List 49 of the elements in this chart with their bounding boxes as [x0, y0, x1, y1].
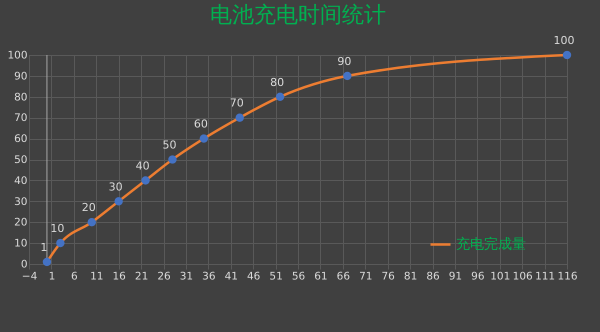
y-tick-label: 100: [7, 50, 28, 62]
x-tick-label: 111: [535, 270, 556, 282]
data-label: 40: [136, 159, 150, 172]
data-label: 60: [194, 118, 208, 131]
y-tick-label: 70: [14, 112, 28, 124]
x-tick-label: 1: [48, 270, 56, 282]
data-label: 90: [337, 54, 352, 68]
x-tick-label: 46: [246, 270, 261, 282]
data-label: 100: [554, 34, 574, 47]
x-tick-label: 96: [471, 270, 485, 282]
data-label: 20: [82, 201, 96, 214]
data-label: 80: [270, 76, 284, 89]
x-tick-label: 16: [112, 270, 126, 282]
data-label: 50: [162, 138, 176, 152]
y-tick-label: 80: [14, 91, 28, 104]
x-tick-label: 41: [224, 270, 238, 282]
x-tick-label: 6: [70, 270, 78, 282]
legend-label: 充电完成量: [456, 236, 526, 252]
data-label: 30: [108, 180, 123, 194]
x-tick-label: 56: [292, 270, 306, 282]
y-tick-label: 30: [14, 196, 28, 208]
x-tick-label: 21: [134, 270, 148, 282]
x-tick-label: 26: [157, 270, 171, 282]
x-tick-label: 31: [180, 270, 194, 282]
x-tick-label: 71: [359, 270, 372, 282]
x-tick-label: 51: [269, 270, 283, 282]
x-tick-label: 116: [557, 270, 578, 282]
x-tick-label: 36: [202, 270, 216, 282]
y-tick-label: 90: [14, 70, 28, 82]
y-tick-label: 20: [14, 216, 28, 229]
y-tick-label: 0: [20, 258, 28, 270]
x-tick-label: 86: [426, 270, 440, 282]
x-tick-label: 76: [381, 270, 396, 282]
chart-title: 电池充电时间统计: [210, 3, 386, 28]
y-tick-label: 50: [14, 154, 28, 166]
x-tick-label: 81: [404, 270, 418, 282]
x-tick-label: 11: [90, 270, 104, 282]
x-tick-label: 61: [314, 270, 328, 282]
y-tick-label: 40: [14, 174, 28, 187]
x-tick-label: 101: [490, 270, 510, 282]
x-tick-label: 66: [336, 270, 350, 282]
data-label: 1: [40, 240, 48, 254]
data-label: 10: [50, 222, 64, 236]
y-tick-label: 10: [14, 238, 28, 250]
x-tick-label: −4: [22, 270, 38, 282]
data-label: 70: [230, 96, 244, 110]
x-tick-label: 106: [512, 270, 534, 282]
x-tick-label: 91: [448, 270, 462, 282]
y-tick-label: 60: [14, 133, 28, 146]
